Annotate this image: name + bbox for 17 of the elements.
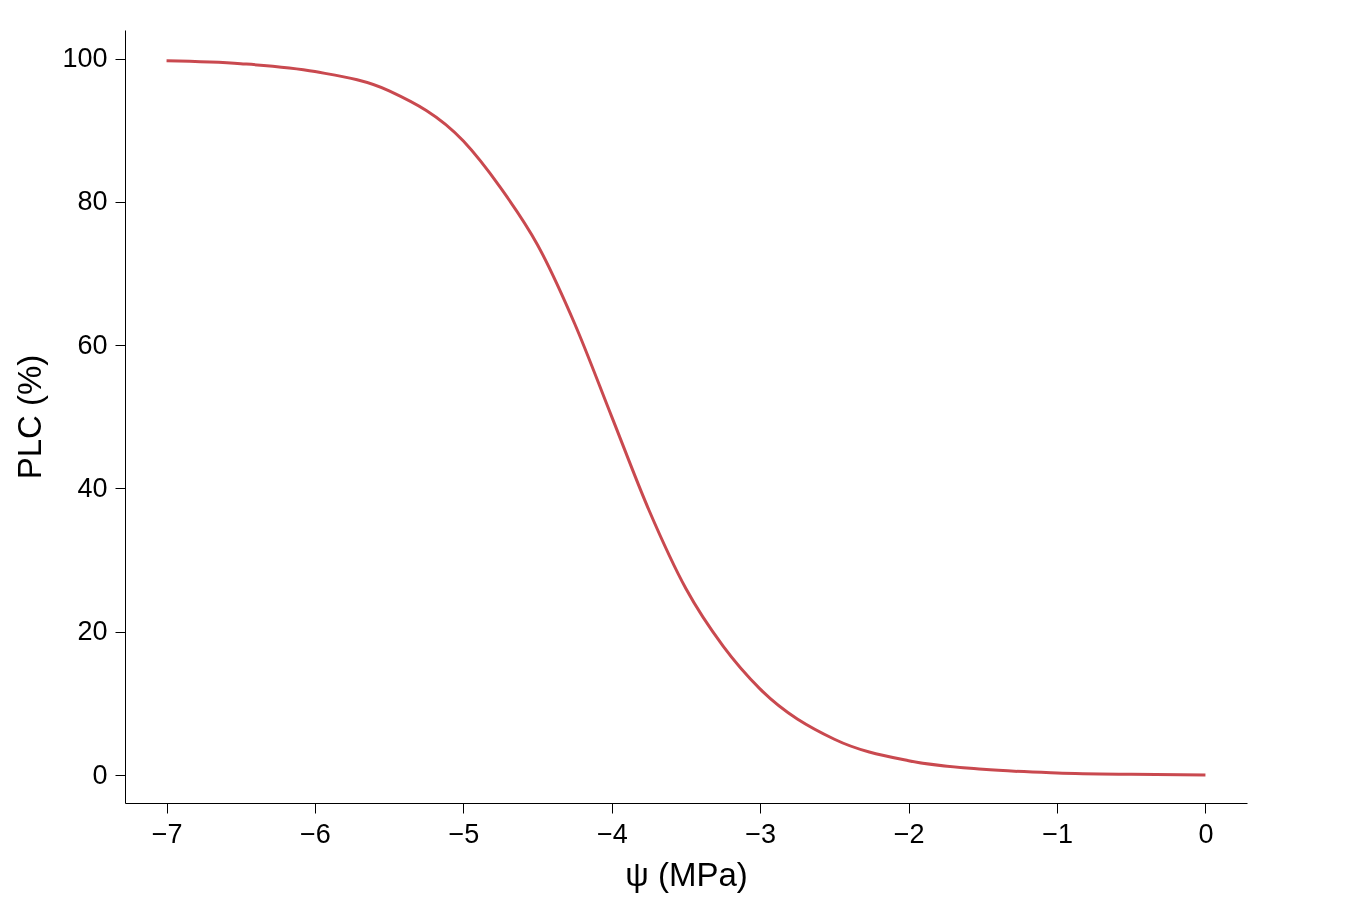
x-tick-label: −6 <box>300 818 331 849</box>
line-series <box>165 59 1207 777</box>
y-tick-label: 100 <box>62 43 108 74</box>
y-axis-title: PLC (%) <box>11 354 49 480</box>
x-tick-label: −3 <box>745 818 777 849</box>
x-tick-label: −4 <box>596 818 628 849</box>
x-tick-label: −7 <box>151 818 183 849</box>
y-tick-label: 80 <box>77 186 108 217</box>
x-tick-label: −1 <box>1042 818 1073 849</box>
y-tick-label: 0 <box>92 759 108 790</box>
x-tick-label: −2 <box>893 818 925 849</box>
y-tick-label: 40 <box>77 473 108 503</box>
x-axis-title: ψ (MPa) <box>625 855 748 893</box>
y-tick-label: 60 <box>77 329 108 360</box>
x-tick-label: −5 <box>448 818 480 849</box>
y-tick-label: 20 <box>77 616 108 647</box>
x-tick-label: 0 <box>1198 818 1214 849</box>
